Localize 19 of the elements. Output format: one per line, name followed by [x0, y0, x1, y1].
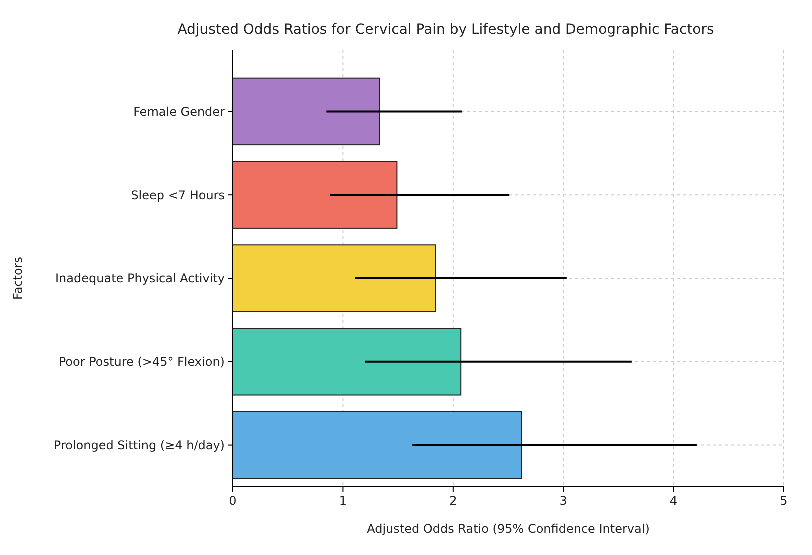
y-tick-label: Poor Posture (>45° Flexion) — [58, 355, 225, 370]
bar — [232, 244, 436, 312]
x-axis-title: Adjusted Odds Ratio (95% Confidence Interval) — [367, 522, 650, 536]
bar — [232, 328, 462, 396]
y-tick-label: Female Gender — [134, 104, 226, 119]
x-tick-label: 1 — [339, 494, 348, 508]
bar — [232, 78, 380, 146]
y-tick-label: Inadequate Physical Activity — [56, 272, 225, 286]
bar — [232, 161, 398, 229]
y-axis-title: Factors — [11, 257, 25, 300]
x-tick-label: 0 — [229, 494, 237, 508]
x-tick-label: 4 — [670, 494, 678, 508]
y-tick-label: Prolonged Sitting (≥4 h/day) — [54, 438, 225, 452]
x-tick-label: 2 — [450, 494, 458, 508]
x-tick-label: 5 — [780, 494, 788, 508]
y-tick-label: Sleep <7 Hours — [131, 188, 225, 202]
x-tick-label: 3 — [560, 494, 568, 508]
chart-title: Adjusted Odds Ratios for Cervical Pain by Lifestyle and Demographic Factors — [178, 22, 714, 38]
bar — [232, 411, 522, 480]
